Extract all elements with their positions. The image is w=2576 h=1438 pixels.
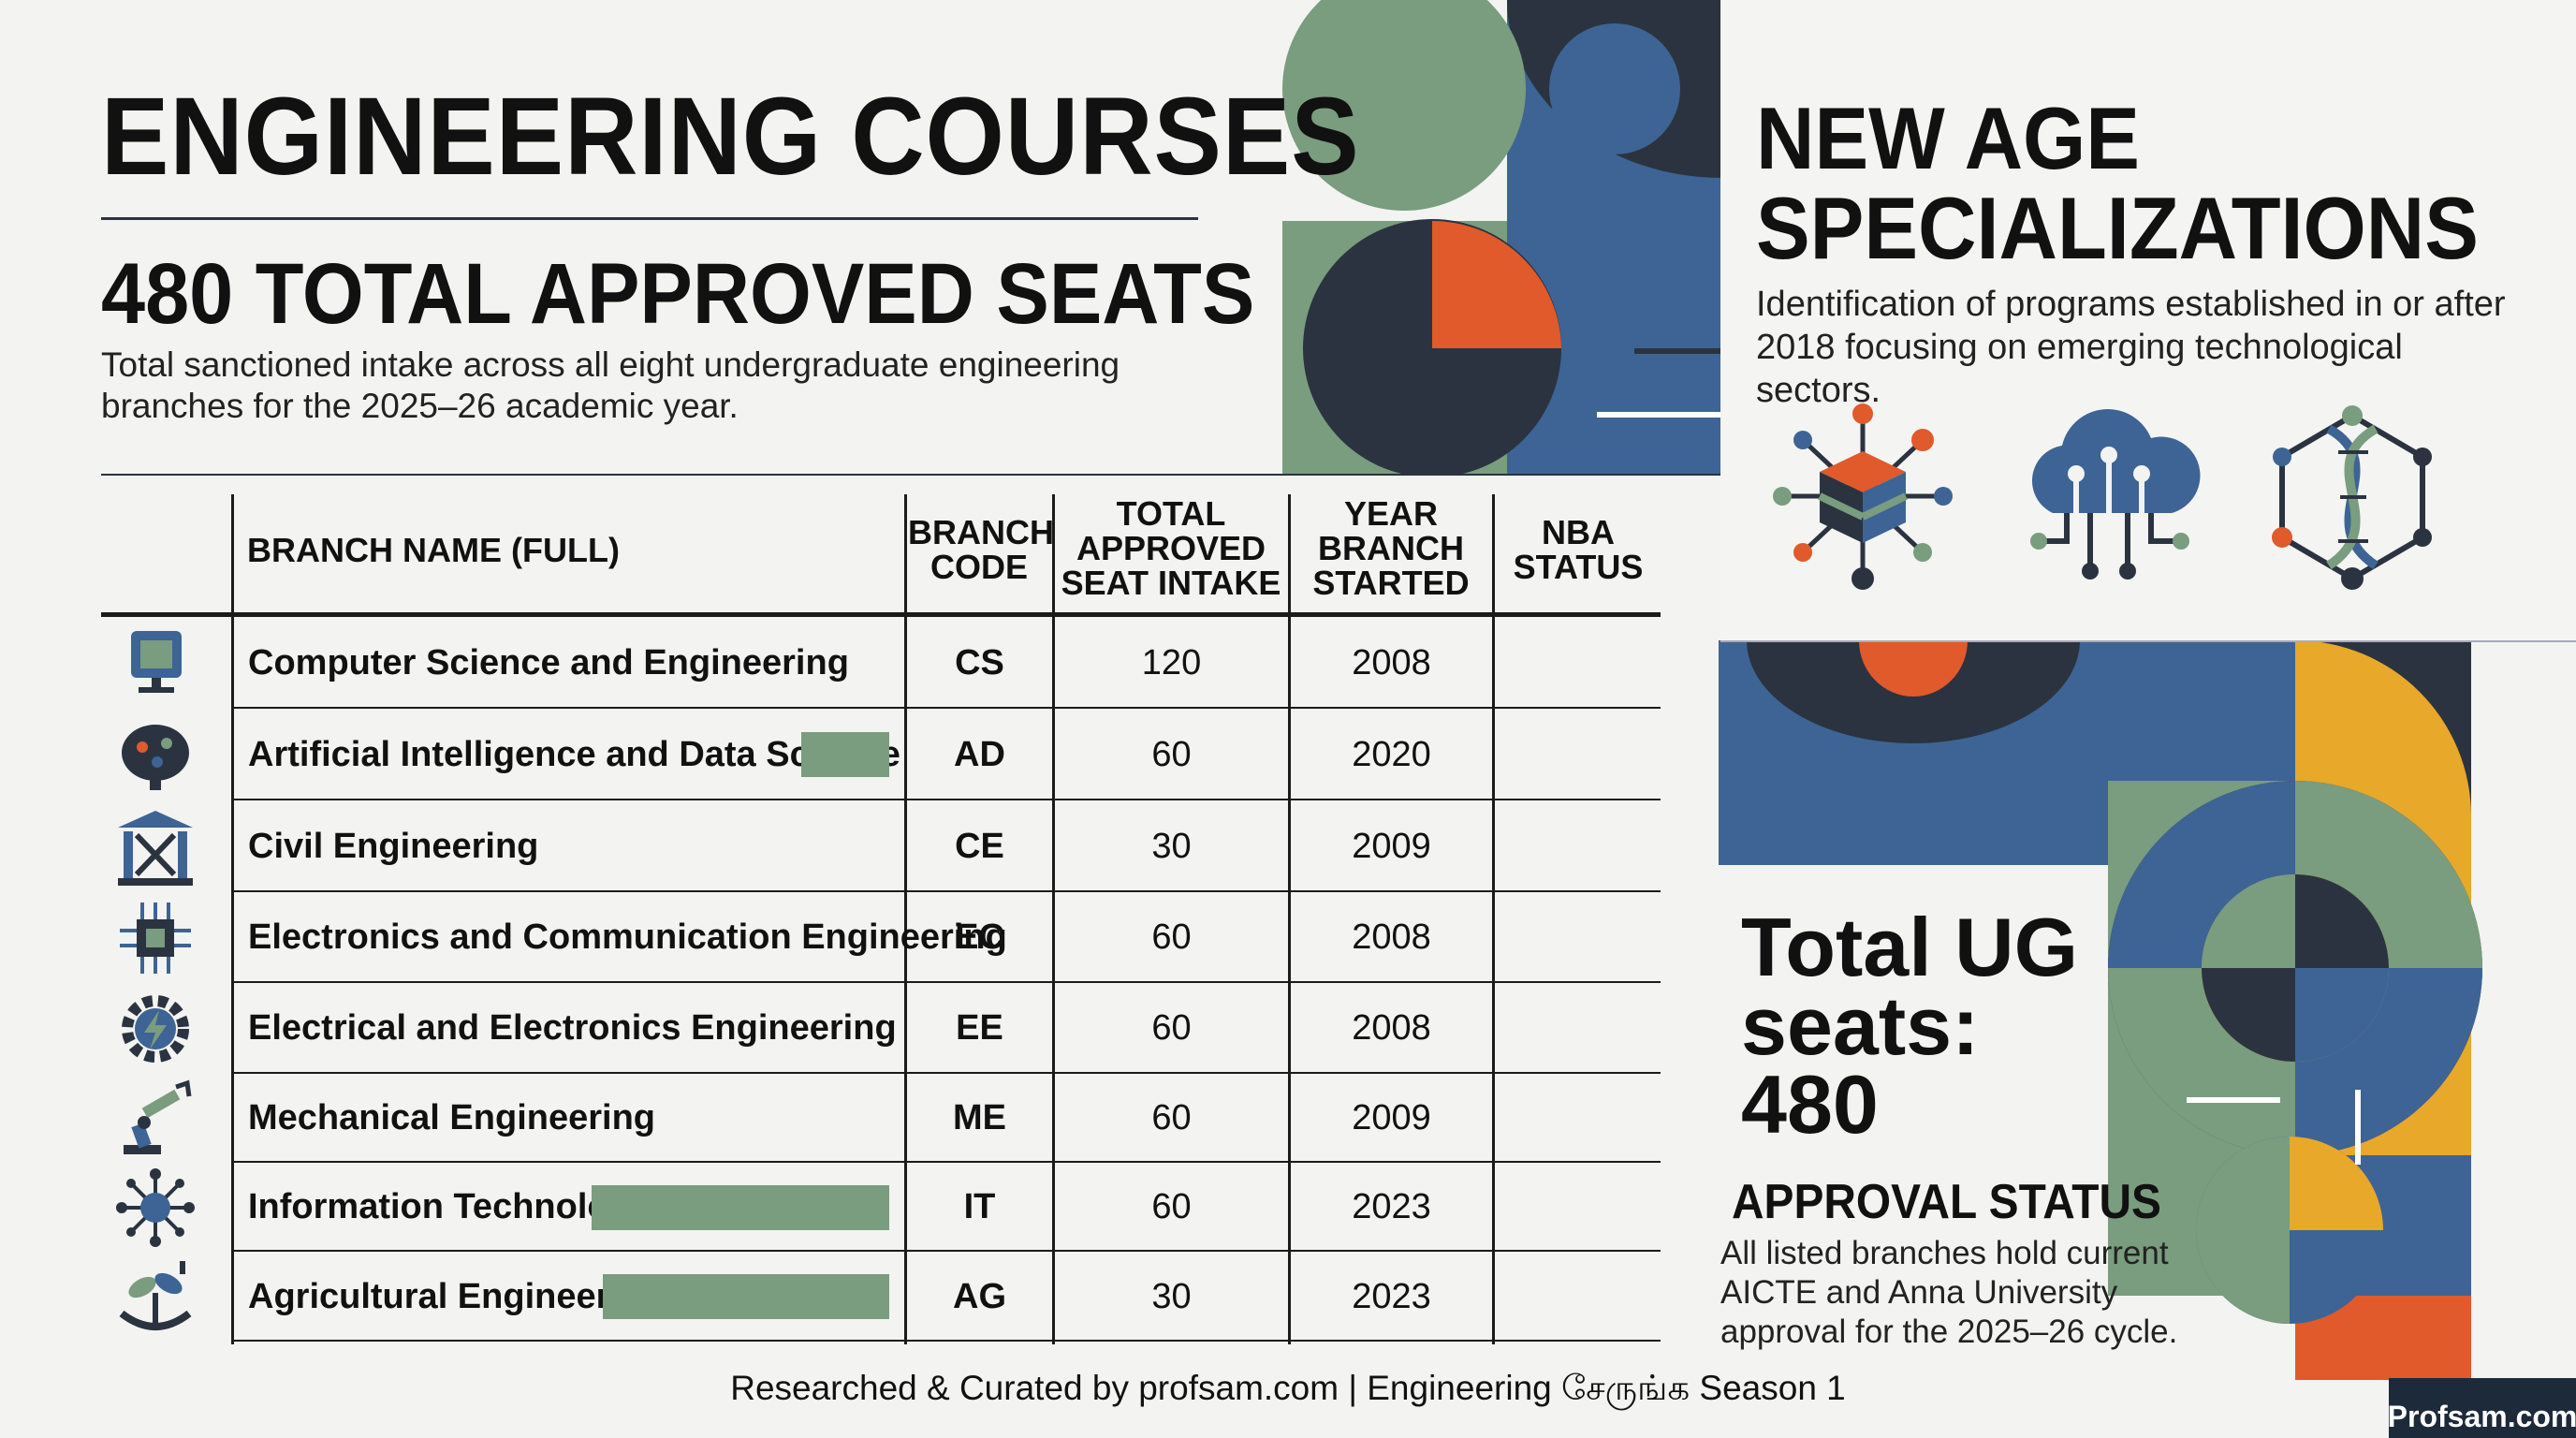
nba-status: [1495, 983, 1661, 1074]
row-divider: [232, 1340, 1661, 1342]
dna-network-icon: [2272, 405, 2432, 590]
branch-name: Agricultural Engineering: [248, 1276, 664, 1316]
table-row: Computer Science and Engineering CS 120 200…: [101, 617, 1661, 709]
branch-name: Artificial Intelligence and Data Science: [248, 734, 900, 774]
nba-status: [1495, 892, 1661, 983]
year-started: 2020: [1352, 734, 1431, 774]
row-divider: [232, 799, 1661, 800]
new-age-highlight-bar: [801, 732, 889, 777]
page-title: ENGINEERING COURSES: [101, 75, 1360, 198]
header-branch-code: BRANCH CODE: [908, 513, 1054, 586]
table-row: Electronics and Communication Engineerin…: [101, 892, 1661, 983]
year-started: 2023: [1352, 1276, 1431, 1316]
chip-icon: [120, 902, 191, 974]
table-border: [231, 494, 234, 1344]
plant-icon: [119, 1261, 192, 1330]
branch-code: AD: [954, 734, 1005, 774]
row-divider: [232, 890, 1661, 892]
seat-intake: 60: [1151, 734, 1192, 774]
branch-name: Electronics and Communication Engineerin…: [248, 917, 1007, 957]
seat-intake: 60: [1151, 1098, 1192, 1137]
decorative-geometric-art-bottom: [1719, 640, 2576, 1380]
header-seat-intake: TOTAL APPROVED SEAT INTAKE: [1061, 494, 1281, 602]
row-divider: [232, 1072, 1661, 1074]
nba-status: [1495, 617, 1661, 709]
footer-credit: Researched & Curated by profsam.com | En…: [730, 1369, 1846, 1407]
table-row: Civil Engineering CE 30 2009: [101, 800, 1661, 892]
nba-status: [1495, 1252, 1661, 1342]
header-branch-name: BRANCH NAME (FULL): [247, 531, 620, 569]
row-divider: [232, 707, 1661, 709]
branch-name: Civil Engineering: [248, 826, 539, 866]
new-age-description: Identification of programs established i…: [1756, 285, 2506, 410]
branch-name: Electrical and Electronics Engineering: [248, 1008, 897, 1048]
branch-table: BRANCH NAME (FULL) BRANCH CODE TOTAL APPRO…: [101, 494, 1661, 1344]
computer-icon: [131, 631, 182, 693]
branch-code: IT: [963, 1187, 996, 1226]
table-border: [904, 494, 907, 1344]
table-row: Agricultural Engineering AG 30 2023: [101, 1252, 1661, 1342]
building-icon: [118, 811, 193, 886]
section-divider: [101, 474, 1720, 476]
nba-status: [1495, 800, 1661, 892]
nba-status: [1495, 1163, 1661, 1252]
header-nba-status: NBA STATUS: [1513, 513, 1644, 586]
branch-code: CS: [955, 642, 1004, 682]
seat-intake: 30: [1151, 1276, 1192, 1316]
gear-bolt-icon: [122, 994, 189, 1063]
header-year-started: YEAR BRANCH STARTED: [1312, 494, 1470, 602]
branch-code: AG: [953, 1276, 1006, 1316]
header-rule: [101, 612, 1661, 617]
branch-name: Mechanical Engineering: [248, 1098, 655, 1137]
brand-logo-text: Profsam.com: [2387, 1400, 2576, 1433]
new-age-highlight-bar: [603, 1274, 889, 1319]
new-age-heading: NEW AGE SPECIALIZATIONS: [1756, 89, 2479, 277]
decorative-geometric-art-top: [1282, 0, 1722, 474]
cloud-circuit-icon: [2030, 409, 2201, 580]
brand-logo: Profsam.com: [2387, 1378, 2576, 1438]
table-border: [1492, 494, 1495, 1344]
network-icon: [116, 1167, 195, 1247]
nba-status: [1495, 1074, 1661, 1163]
approval-status-heading: APPROVAL STATUS: [1732, 1175, 2161, 1229]
nba-status: [1495, 709, 1661, 800]
title-divider: [101, 217, 1198, 220]
row-divider: [232, 1161, 1661, 1163]
seats-description: Total sanctioned intake across all eight…: [101, 345, 1120, 425]
brain-circuit-icon: [122, 725, 189, 790]
robot-arm-icon: [124, 1079, 192, 1154]
data-cube-icon: [1773, 404, 1953, 590]
year-started: 2023: [1352, 1187, 1431, 1226]
year-started: 2009: [1352, 826, 1431, 866]
table-border: [1052, 494, 1055, 1344]
new-age-highlight-bar: [592, 1184, 889, 1230]
branch-name: Information Technology: [248, 1187, 651, 1226]
table-row: Information Technology IT 60 2023: [101, 1163, 1661, 1252]
table-row: Electrical and Electronics Engineering EE…: [101, 983, 1661, 1074]
year-started: 2008: [1352, 642, 1431, 682]
branch-name: Computer Science and Engineering: [248, 642, 849, 682]
approval-status-description: All listed branches hold current AICTE a…: [1720, 1235, 2178, 1350]
seat-intake: 60: [1151, 917, 1192, 957]
table-row: Mechanical Engineering ME 60 2009: [101, 1074, 1661, 1163]
seat-intake: 120: [1141, 642, 1202, 682]
table-border: [1288, 494, 1291, 1344]
seat-intake: 60: [1151, 1187, 1192, 1226]
branch-code: EC: [955, 917, 1004, 957]
branch-code: EE: [956, 1008, 1003, 1048]
branch-code: CE: [955, 826, 1004, 866]
year-started: 2009: [1352, 1098, 1431, 1137]
year-started: 2008: [1352, 917, 1431, 957]
branch-code: ME: [953, 1098, 1006, 1137]
row-divider: [232, 981, 1661, 983]
seats-heading: 480 TOTAL APPROVED SEATS: [101, 246, 1255, 342]
seat-intake: 60: [1151, 1008, 1192, 1048]
row-divider: [232, 1250, 1661, 1252]
seat-intake: 30: [1151, 826, 1192, 866]
year-started: 2008: [1352, 1008, 1431, 1048]
table-row: Artificial Intelligence and Data Science…: [101, 709, 1661, 800]
total-ug-seats: Total UG seats: 480: [1741, 901, 2079, 1151]
